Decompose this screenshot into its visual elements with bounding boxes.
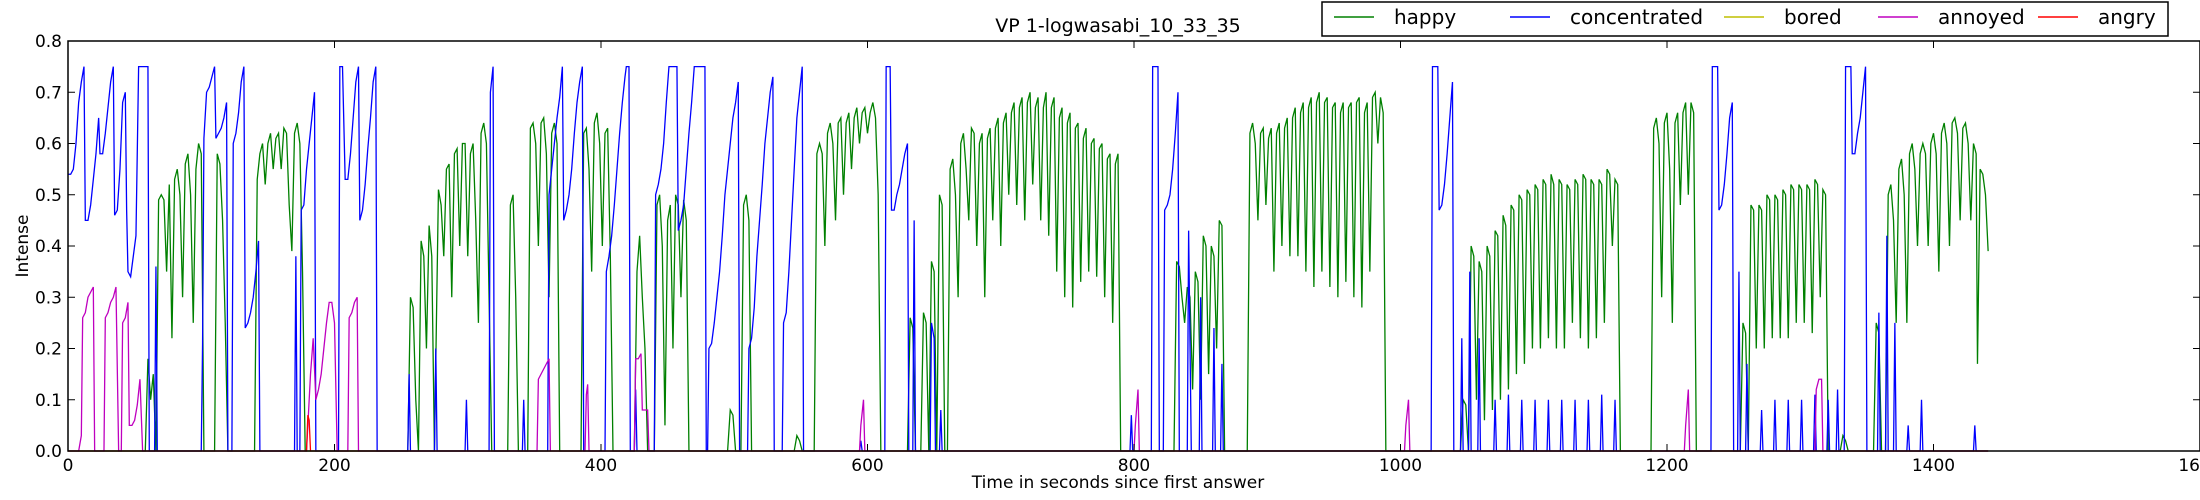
legend: happy concentrated bored annoyed angry	[1321, 1, 2169, 37]
y-tick-label: 0.8	[35, 32, 62, 52]
legend-label-angry: angry	[2098, 5, 2156, 29]
y-tick-label: 0.5	[35, 186, 62, 206]
y-axis-label: Intense	[13, 214, 33, 277]
series-line-annoyed	[68, 286, 1989, 452]
x-tick-label: 1400	[1912, 456, 1955, 476]
y-tick-label: 0.3	[35, 288, 62, 308]
y-tick-label: 0.7	[35, 83, 62, 103]
legend-label-bored: bored	[1784, 5, 1842, 29]
legend-label-happy: happy	[1394, 5, 1456, 29]
axis-ticks: 0 200 400 600 800 1000 1200 1400 1600 0.0 0.1 0.2 0.…	[35, 32, 2200, 476]
x-axis-label: Time in seconds since first answer	[971, 473, 1264, 493]
series-line-concentrated	[68, 65, 1989, 452]
y-tick-label: 0.6	[35, 135, 62, 155]
x-tick-label: 400	[585, 456, 617, 476]
x-tick-label: 600	[851, 456, 883, 476]
legend-box	[1321, 1, 2169, 37]
x-tick-label: 1600	[2178, 456, 2200, 476]
x-tick-label: 1000	[1379, 456, 1422, 476]
y-tick-label: 0.1	[35, 391, 62, 411]
series-line-angry	[68, 414, 1989, 452]
x-tick-label: 0	[63, 456, 74, 476]
y-tick-label: 0.2	[35, 340, 62, 360]
x-tick-label: 200	[318, 456, 350, 476]
chart-title: VP 1-logwasabi_10_33_35	[995, 15, 1241, 37]
plot-area	[68, 65, 1989, 452]
y-tick-label: 0.0	[35, 442, 62, 462]
x-tick-label: 800	[1118, 456, 1150, 476]
series-line-happy	[68, 89, 1989, 452]
x-tick-label: 1200	[1645, 456, 1688, 476]
y-tick-label: 0.4	[35, 237, 62, 257]
legend-label-annoyed: annoyed	[1938, 5, 2025, 29]
legend-label-concentrated: concentrated	[1570, 5, 1703, 29]
